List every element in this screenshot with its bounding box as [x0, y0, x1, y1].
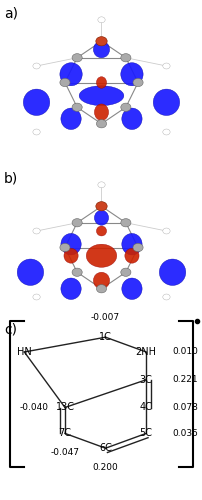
Text: 5C: 5C	[139, 428, 152, 438]
Text: 7C: 7C	[58, 428, 71, 438]
Text: -0.040: -0.040	[20, 403, 48, 412]
Text: 1C: 1C	[99, 332, 112, 342]
Text: 0.010: 0.010	[172, 348, 197, 356]
Circle shape	[162, 228, 169, 234]
Circle shape	[72, 218, 82, 227]
Text: -0.007: -0.007	[90, 314, 120, 322]
Ellipse shape	[17, 259, 43, 285]
Circle shape	[95, 36, 107, 46]
Ellipse shape	[60, 62, 82, 86]
Circle shape	[97, 17, 105, 23]
Ellipse shape	[121, 108, 141, 130]
Text: c): c)	[4, 322, 17, 336]
Text: b): b)	[4, 172, 18, 185]
Circle shape	[132, 78, 142, 86]
Text: 6C: 6C	[99, 443, 112, 453]
Circle shape	[162, 63, 169, 69]
Ellipse shape	[64, 248, 78, 263]
Text: 2NH: 2NH	[135, 347, 156, 357]
Circle shape	[72, 54, 82, 62]
Circle shape	[72, 268, 82, 276]
Text: 13C: 13C	[55, 402, 74, 412]
Circle shape	[97, 182, 105, 188]
Circle shape	[120, 54, 130, 62]
Text: HN: HN	[17, 347, 32, 357]
Ellipse shape	[61, 278, 81, 299]
Circle shape	[33, 228, 40, 234]
Ellipse shape	[61, 108, 81, 130]
Ellipse shape	[124, 248, 138, 263]
Circle shape	[33, 129, 40, 135]
Circle shape	[120, 268, 130, 276]
Ellipse shape	[79, 86, 123, 106]
Ellipse shape	[121, 278, 141, 299]
Text: 0.200: 0.200	[92, 463, 118, 472]
Ellipse shape	[120, 62, 142, 86]
Circle shape	[96, 37, 106, 46]
Circle shape	[60, 78, 70, 86]
Ellipse shape	[153, 89, 179, 116]
Circle shape	[120, 218, 130, 227]
Ellipse shape	[94, 104, 108, 120]
Ellipse shape	[93, 42, 109, 58]
Ellipse shape	[96, 226, 106, 236]
Circle shape	[96, 120, 106, 128]
Circle shape	[95, 202, 107, 211]
Text: 0.078: 0.078	[172, 403, 197, 412]
Text: 0.035: 0.035	[172, 429, 197, 438]
Circle shape	[132, 244, 142, 252]
Ellipse shape	[94, 210, 108, 225]
Text: a): a)	[4, 6, 18, 20]
Circle shape	[72, 103, 82, 112]
Text: 4C: 4C	[139, 402, 152, 412]
Ellipse shape	[93, 272, 109, 289]
Circle shape	[96, 202, 106, 210]
Circle shape	[33, 294, 40, 300]
Circle shape	[96, 284, 106, 293]
Ellipse shape	[86, 244, 116, 268]
Text: 3C: 3C	[139, 375, 152, 385]
Ellipse shape	[159, 259, 185, 285]
Circle shape	[162, 129, 169, 135]
Ellipse shape	[23, 89, 49, 116]
Circle shape	[162, 294, 169, 300]
Circle shape	[60, 244, 70, 252]
Circle shape	[33, 63, 40, 69]
Ellipse shape	[121, 234, 141, 255]
Text: 0.221: 0.221	[172, 375, 197, 384]
Text: -0.047: -0.047	[50, 448, 79, 457]
Ellipse shape	[96, 76, 106, 88]
Circle shape	[120, 103, 130, 112]
Ellipse shape	[61, 234, 81, 255]
